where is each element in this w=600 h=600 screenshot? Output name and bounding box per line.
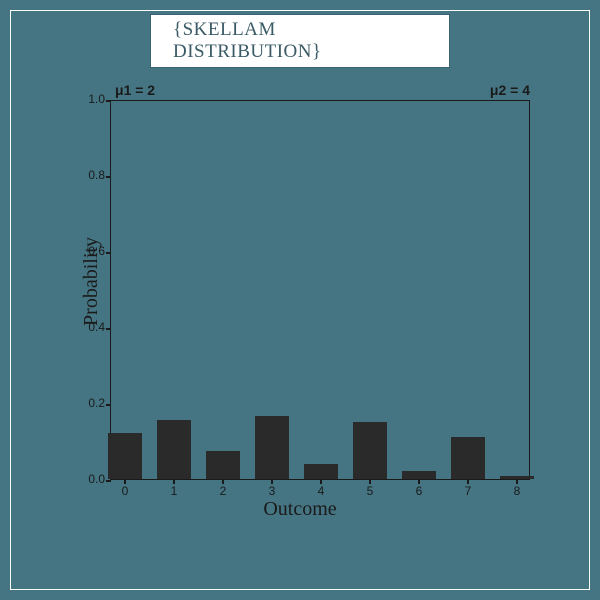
bar bbox=[206, 451, 240, 480]
xtick-label: 3 bbox=[269, 484, 276, 498]
xtick-mark bbox=[418, 479, 420, 484]
ytick-label: 1.0 bbox=[88, 92, 105, 106]
xtick-label: 1 bbox=[171, 484, 178, 498]
xtick-mark bbox=[369, 479, 371, 484]
ytick-label: 0.2 bbox=[88, 396, 105, 410]
xtick-label: 8 bbox=[514, 484, 521, 498]
ytick-mark bbox=[106, 328, 111, 330]
xtick-mark bbox=[271, 479, 273, 484]
xtick-label: 7 bbox=[465, 484, 472, 498]
bar bbox=[157, 420, 191, 479]
ytick-mark bbox=[106, 176, 111, 178]
bar bbox=[500, 476, 534, 479]
y-axis-label: Probability bbox=[80, 237, 103, 326]
bar bbox=[353, 422, 387, 479]
ytick-mark bbox=[106, 252, 111, 254]
bar bbox=[255, 416, 289, 479]
xtick-mark bbox=[467, 479, 469, 484]
xtick-label: 4 bbox=[318, 484, 325, 498]
bar bbox=[451, 437, 485, 479]
chart-plot-area: 0.00.20.40.60.81.0012345678 bbox=[110, 100, 530, 480]
xtick-mark bbox=[173, 479, 175, 484]
xtick-label: 6 bbox=[416, 484, 423, 498]
bar bbox=[304, 464, 338, 479]
chart-title: {SKELLAM DISTRIBUTION} bbox=[150, 14, 450, 68]
xtick-label: 2 bbox=[220, 484, 227, 498]
x-axis-label: Outcome bbox=[263, 498, 336, 521]
xtick-mark bbox=[320, 479, 322, 484]
xtick-label: 5 bbox=[367, 484, 374, 498]
xtick-label: 0 bbox=[122, 484, 129, 498]
bar bbox=[108, 433, 142, 479]
bar bbox=[402, 471, 436, 479]
ytick-mark bbox=[106, 404, 111, 406]
ytick-label: 0.8 bbox=[88, 168, 105, 182]
ytick-label: 0.0 bbox=[88, 472, 105, 486]
xtick-mark bbox=[516, 479, 518, 484]
xtick-mark bbox=[124, 479, 126, 484]
param-mu2: μ2 = 4 bbox=[490, 82, 530, 98]
ytick-mark bbox=[106, 100, 111, 102]
xtick-mark bbox=[222, 479, 224, 484]
param-mu1: μ1 = 2 bbox=[115, 82, 155, 98]
ytick-mark bbox=[106, 480, 111, 482]
